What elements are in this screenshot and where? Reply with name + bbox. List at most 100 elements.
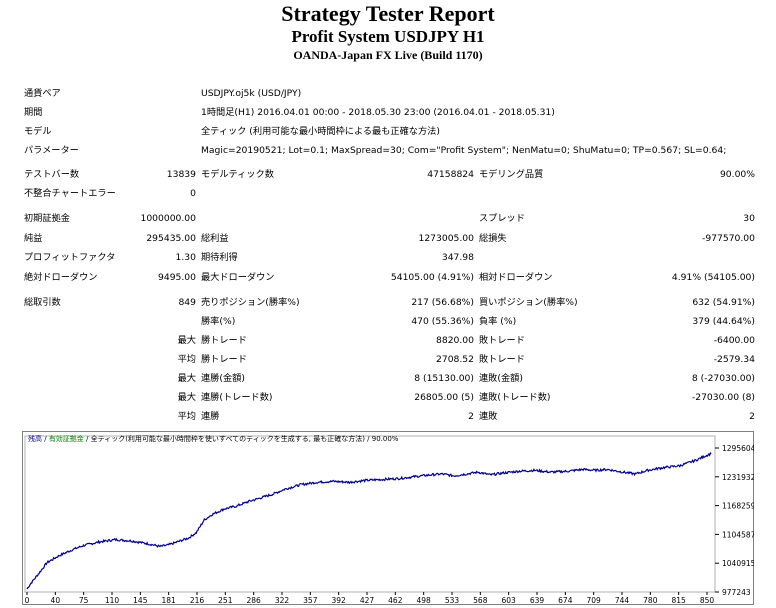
quality-label: モデリング品質 [479, 169, 544, 180]
short-positions-value: 217 (56.68%) [411, 297, 474, 308]
params-label: パラメーター [24, 145, 79, 156]
legend-sep-2: / [84, 435, 91, 443]
x-tick-label: 639 [530, 596, 545, 605]
abs-drawdown-label: 絶対ドローダウン [24, 272, 98, 283]
x-tick-label: 462 [388, 596, 403, 605]
profit-factor-value: 1.30 [175, 252, 196, 263]
avg-win-label: 勝トレード [201, 354, 247, 365]
legend-quality: / 90.00% [365, 435, 399, 443]
x-tick-label: 850 [700, 596, 715, 605]
x-tick-label: 744 [615, 596, 630, 605]
x-axis: 0 40 75 110 145 181 216 251 286 322 357 392 427 462 49… [25, 592, 715, 605]
legend-sep-1: / [42, 435, 49, 443]
avg-cons-losses-value: 2 [749, 411, 755, 422]
spread-label: スプレッド [479, 213, 525, 224]
params-value: Magic=20190521; Lot=0.1; MaxSpread=30; C… [201, 145, 727, 156]
expected-payoff-value: 347.98 [441, 252, 474, 263]
short-positions-label: 売りポジション(勝率%) [201, 297, 300, 308]
cons-losses-amount-label: 連敗(金額) [479, 373, 523, 384]
period-value: 1時間足(H1) 2016.04.01 00:00 - 2018.05.30 2… [201, 107, 555, 118]
x-tick-label: 251 [218, 596, 233, 605]
avg-loss-label: 敗トレード [479, 354, 525, 365]
x-tick-label: 780 [643, 596, 658, 605]
x-tick-label: 322 [275, 596, 290, 605]
x-tick-label: 40 [51, 596, 61, 605]
balance-line [26, 452, 712, 590]
cons-wins-count-value: 26805.00 (5) [414, 392, 474, 403]
x-tick-label: 533 [445, 596, 460, 605]
largest-loss-value: -6400.00 [713, 335, 755, 346]
x-tick-label: 357 [303, 596, 318, 605]
gross-profit-label: 総利益 [201, 233, 229, 244]
cons-losses-count-value: -27030.00 (8) [691, 392, 755, 403]
x-tick-label: 568 [473, 596, 488, 605]
loss-rate-label: 負率 (%) [479, 316, 517, 327]
y-tick-label: 1295604 [722, 444, 754, 453]
cons-wins-count-label: 連勝(トレード数) [201, 392, 273, 403]
cons-losses-count-label: 連敗(トレード数) [479, 392, 551, 403]
long-positions-label: 買いポジション(勝率%) [479, 297, 578, 308]
x-tick-label: 75 [79, 596, 89, 605]
x-tick-label: 815 [672, 596, 687, 605]
legend-balance: 残高 [28, 434, 42, 443]
largest-loss-label: 敗トレード [479, 335, 525, 346]
net-profit-label: 純益 [24, 233, 43, 244]
max-label-3: 最大 [177, 392, 196, 403]
bars-value: 13839 [166, 169, 196, 180]
rel-drawdown-label: 相対ドローダウン [479, 272, 553, 283]
avg-win-value: 2708.52 [436, 354, 474, 365]
avg-cons-wins-label: 連勝 [201, 411, 220, 422]
model-value: 全ティック (利用可能な最小時間枠による最も正確な方法) [201, 126, 440, 137]
x-tick-label: 0 [25, 596, 30, 605]
symbol-label: 通貨ペア [24, 88, 61, 99]
x-tick-label: 216 [190, 596, 205, 605]
ticks-label: モデルティック数 [201, 169, 274, 180]
long-positions-value: 632 (54.91%) [692, 297, 755, 308]
period-label: 期間 [24, 107, 43, 118]
average-label: 平均 [177, 354, 196, 365]
total-trades-value: 849 [178, 297, 196, 308]
legend-model: 全ティック(利用可能な最小時間枠を使いすべてのティックを生成する, 最も正確な方… [91, 434, 366, 443]
average-label-2: 平均 [177, 411, 196, 422]
y-tick-label: 977243 [722, 588, 751, 597]
deposit-label: 初期証拠金 [24, 213, 70, 224]
cons-wins-amount-label: 連勝(金額) [201, 373, 245, 384]
ticks-value: 47158824 [427, 169, 474, 180]
deposit-value: 1000000.00 [140, 213, 196, 224]
quality-value: 90.00% [719, 169, 755, 180]
rel-drawdown-value: 4.91% (54105.00) [671, 272, 755, 283]
win-rate-label: 勝率(%) [201, 316, 236, 327]
x-tick-label: 603 [502, 596, 517, 605]
win-rate-value: 470 (55.36%) [411, 316, 474, 327]
avg-loss-value: -2579.34 [713, 354, 755, 365]
x-tick-label: 110 [105, 596, 120, 605]
symbol-value: USDJPY.oj5k (USD/JPY) [201, 88, 302, 99]
gross-loss-label: 総損失 [479, 233, 507, 244]
max-drawdown-label: 最大ドローダウン [201, 272, 275, 283]
avg-cons-wins-value: 2 [468, 411, 474, 422]
x-tick-label: 145 [133, 596, 148, 605]
cons-losses-amount-value: 8 (-27030.00) [691, 373, 755, 384]
mismatch-label: 不整合チャートエラー [24, 188, 116, 199]
plot-area [24, 435, 716, 593]
loss-rate-value: 379 (44.64%) [692, 316, 755, 327]
gross-profit-value: 1273005.00 [418, 233, 474, 244]
x-tick-label: 181 [162, 596, 177, 605]
largest-label: 最大 [177, 335, 196, 346]
largest-win-value: 8820.00 [436, 335, 474, 346]
bars-label: テストバー数 [24, 169, 80, 180]
spread-value: 30 [743, 213, 755, 224]
balance-chart: 残高 / 有効証拠金 / 全ティック(利用可能な最小時間枠を使いすべてのティック… [22, 431, 754, 605]
y-tick-label: 1040915 [722, 559, 754, 568]
gross-loss-value: -977570.00 [702, 233, 755, 244]
largest-win-label: 勝トレード [201, 335, 247, 346]
chart-legend: 残高 / 有効証拠金 / 全ティック(利用可能な最小時間枠を使いすべてのティック… [28, 434, 399, 443]
net-profit-value: 295435.00 [146, 233, 196, 244]
abs-drawdown-value: 9495.00 [158, 272, 196, 283]
profit-factor-label: プロフィットファクタ [24, 252, 116, 263]
legend-margin: 有効証拠金 [49, 434, 84, 443]
avg-cons-losses-label: 連敗 [479, 411, 498, 422]
max-drawdown-value: 54105.00 (4.91%) [390, 272, 474, 283]
y-tick-label: 1231932 [722, 473, 754, 482]
model-label: モデル [24, 126, 52, 137]
